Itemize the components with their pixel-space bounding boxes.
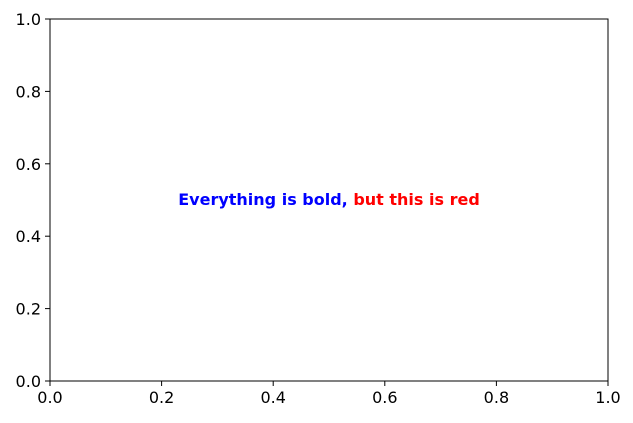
x-tick-label: 0.6 — [372, 388, 397, 407]
y-tick-label: 0.6 — [16, 155, 41, 174]
y-tick-label: 0.0 — [16, 372, 41, 391]
x-tick-label: 0.4 — [260, 388, 285, 407]
y-axis-ticks: 0.0 0.2 0.4 0.6 0.8 1.0 — [16, 10, 50, 391]
x-tick-label: 0.8 — [484, 388, 509, 407]
x-tick-label: 1.0 — [595, 388, 620, 407]
annotation-part-blue: Everything is bold, — [178, 190, 353, 209]
annotation-text: Everything is bold, but this is red — [178, 190, 480, 209]
x-tick-label: 0.0 — [37, 388, 62, 407]
axes-frame — [49, 18, 609, 382]
annotation-layer: Everything is bold, but this is red — [178, 190, 480, 209]
plot-area — [50, 19, 608, 381]
y-tick-label: 0.4 — [16, 227, 41, 246]
annotation-part-red: but this is red — [353, 190, 479, 209]
x-tick-label: 0.2 — [149, 388, 174, 407]
y-tick-label: 0.2 — [16, 300, 41, 319]
x-axis-ticks: 0.0 0.2 0.4 0.6 0.8 1.0 — [37, 381, 621, 407]
y-tick-label: 0.8 — [16, 82, 41, 101]
y-tick-label: 1.0 — [16, 10, 41, 29]
